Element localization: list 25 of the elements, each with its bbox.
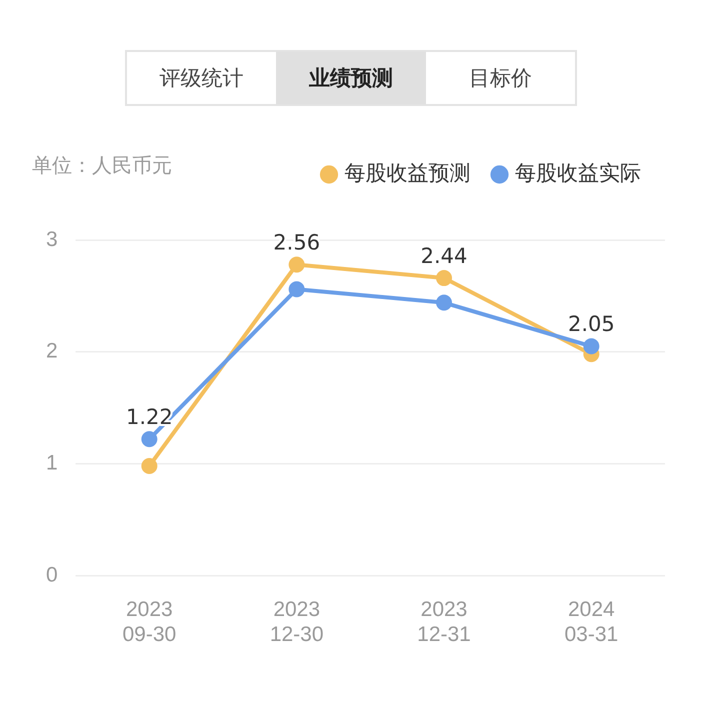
x-tick-label: 2024 03-31	[564, 598, 618, 646]
y-tick-label: 1	[46, 452, 58, 475]
x-tick-label: 2023 12-30	[270, 598, 324, 646]
x-tick-label: 2023 09-30	[122, 598, 176, 646]
point	[583, 338, 600, 354]
data-label: 2.44	[420, 244, 468, 268]
y-tick-label: 0	[46, 563, 58, 586]
data-label: 2.56	[273, 230, 320, 255]
point	[436, 294, 452, 311]
point	[141, 458, 158, 474]
point	[288, 256, 305, 273]
point	[141, 431, 158, 448]
data-label: 1.22	[126, 405, 173, 430]
y-tick-label: 2	[46, 340, 58, 363]
text: 业绩预测	[276, 52, 426, 104]
legend-label: 每股收益实际	[515, 160, 641, 185]
text: 评级统计	[158, 65, 245, 92]
point	[436, 270, 452, 286]
x-tick-label: 2023 12-31	[417, 598, 471, 646]
chart-subtitle: 单位：人民币元	[32, 152, 172, 179]
y-tick-label: 3	[46, 228, 58, 251]
legend-label: 每股收益预测	[344, 160, 470, 185]
text: 目标价	[468, 65, 533, 92]
data-label: 2.05	[568, 312, 615, 336]
point	[288, 281, 305, 298]
